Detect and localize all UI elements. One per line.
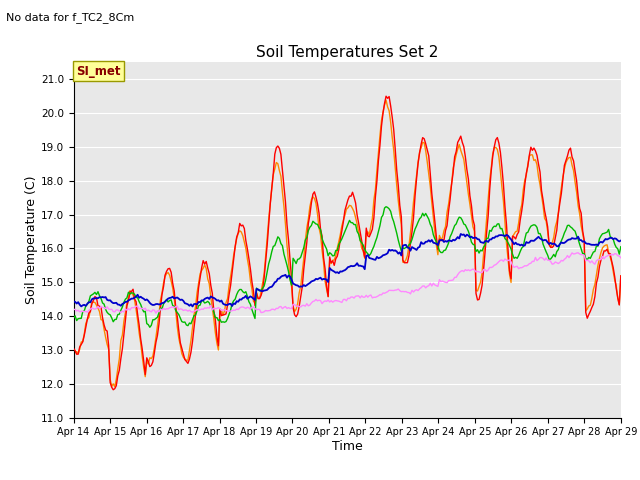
Title: Soil Temperatures Set 2: Soil Temperatures Set 2 (256, 45, 438, 60)
TC2_50Cm (137, 305, 145, 311)
TC2_4Cm (310, 195, 318, 201)
TC2_32Cm (310, 277, 318, 283)
TC2_2Cm (138, 346, 146, 352)
Y-axis label: Soil Temperature (C): Soil Temperature (C) (25, 176, 38, 304)
TC2_2Cm (617, 273, 625, 279)
TC2_4Cm (262, 253, 269, 259)
TC2_50Cm (589, 260, 597, 266)
TC2_50Cm (234, 307, 242, 312)
Text: No data for f_TC2_8Cm: No data for f_TC2_8Cm (6, 12, 134, 23)
Text: SI_met: SI_met (76, 65, 121, 78)
TC2_4Cm (253, 289, 260, 295)
TC2_50Cm (574, 250, 582, 256)
TC2_2Cm (310, 189, 318, 195)
Line: TC2_32Cm: TC2_32Cm (74, 234, 621, 307)
TC2_50Cm (70, 306, 77, 312)
Line: TC2_2Cm: TC2_2Cm (74, 96, 621, 390)
Line: TC2_50Cm: TC2_50Cm (74, 253, 621, 313)
TC2_16Cm (137, 301, 145, 307)
TC2_2Cm (262, 259, 269, 264)
TC2_16Cm (262, 277, 269, 283)
TC2_16Cm (589, 249, 597, 255)
TC2_50Cm (310, 298, 318, 304)
TC2_4Cm (70, 347, 77, 353)
TC2_2Cm (234, 230, 242, 236)
TC2_16Cm (382, 204, 390, 210)
X-axis label: Time: Time (332, 440, 363, 453)
TC2_16Cm (617, 244, 625, 250)
TC2_50Cm (617, 255, 625, 261)
TC2_4Cm (589, 287, 597, 292)
Line: TC2_4Cm: TC2_4Cm (74, 100, 621, 387)
TC2_2Cm (589, 301, 597, 307)
TC2_4Cm (382, 97, 390, 103)
TC2_16Cm (146, 324, 154, 330)
TC2_16Cm (234, 288, 242, 294)
TC2_16Cm (70, 315, 77, 321)
TC2_50Cm (253, 307, 260, 313)
TC2_50Cm (152, 310, 160, 316)
TC2_2Cm (253, 290, 260, 296)
TC2_2Cm (70, 346, 77, 351)
TC2_2Cm (382, 93, 390, 99)
TC2_32Cm (70, 299, 77, 304)
TC2_4Cm (617, 273, 625, 278)
TC2_32Cm (253, 286, 260, 292)
TC2_32Cm (457, 231, 465, 237)
TC2_4Cm (111, 384, 118, 390)
TC2_16Cm (310, 220, 318, 226)
TC2_32Cm (589, 242, 597, 248)
TC2_4Cm (234, 230, 242, 236)
TC2_32Cm (189, 304, 196, 310)
TC2_32Cm (262, 288, 269, 293)
TC2_32Cm (617, 238, 625, 243)
TC2_32Cm (234, 299, 242, 305)
TC2_2Cm (109, 387, 117, 393)
TC2_50Cm (262, 308, 269, 313)
TC2_16Cm (253, 285, 260, 291)
TC2_4Cm (138, 353, 146, 359)
Line: TC2_16Cm: TC2_16Cm (74, 207, 621, 327)
TC2_32Cm (137, 294, 145, 300)
